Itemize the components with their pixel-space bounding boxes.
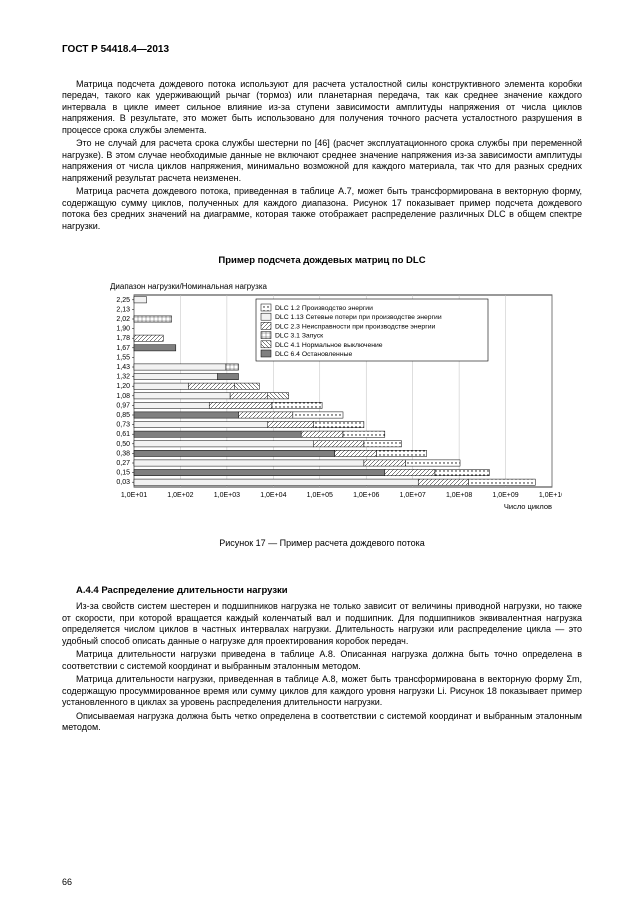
svg-text:1,0E+05: 1,0E+05 [307, 492, 333, 499]
para: Матрица подсчета дождевого потока исполь… [62, 79, 582, 137]
svg-text:0,97: 0,97 [116, 402, 130, 409]
svg-text:1,0E+09: 1,0E+09 [492, 492, 518, 499]
svg-text:1,55: 1,55 [116, 354, 130, 361]
svg-text:DLC 3.1 Запуск: DLC 3.1 Запуск [275, 332, 323, 339]
svg-text:DLC 1.13 Сетевые потери при пр: DLC 1.13 Сетевые потери при производстве… [275, 314, 442, 321]
svg-text:2,02: 2,02 [116, 316, 130, 323]
svg-text:1,43: 1,43 [116, 364, 130, 371]
svg-text:1,0E+06: 1,0E+06 [353, 492, 379, 499]
para: Описываемая нагрузка должна быть четко о… [62, 711, 582, 734]
svg-text:1,20: 1,20 [116, 383, 130, 390]
figure-caption: Рисунок 17 — Пример расчета дождевого по… [62, 538, 582, 550]
para: Это не случай для расчета срока службы ш… [62, 138, 582, 184]
bar-chart: Диапазон нагрузки/Номинальная нагрузка 1,… [82, 277, 562, 522]
svg-text:1,0E+08: 1,0E+08 [446, 492, 472, 499]
svg-text:0,50: 0,50 [116, 440, 130, 447]
svg-text:1,0E+02: 1,0E+02 [167, 492, 193, 499]
svg-text:DLC 1.2 Производство энергии: DLC 1.2 Производство энергии [275, 305, 373, 312]
svg-text:0,73: 0,73 [116, 421, 130, 428]
svg-text:1,78: 1,78 [116, 335, 130, 342]
svg-text:DLC 2.3 Неисправности при прои: DLC 2.3 Неисправности при производстве э… [275, 323, 435, 330]
svg-text:1,67: 1,67 [116, 344, 130, 351]
svg-text:Диапазон нагрузки/Номинальная: Диапазон нагрузки/Номинальная нагрузка [110, 282, 268, 291]
svg-text:0,38: 0,38 [116, 450, 130, 457]
svg-text:0,61: 0,61 [116, 431, 130, 438]
svg-text:0,15: 0,15 [116, 469, 130, 476]
para: Из-за свойств систем шестерен и подшипни… [62, 601, 582, 647]
svg-text:2,13: 2,13 [116, 306, 130, 313]
svg-text:1,0E+07: 1,0E+07 [400, 492, 426, 499]
chart-title: Пример подсчета дождевых матриц по DLC [62, 255, 582, 267]
svg-text:Число циклов: Число циклов [504, 502, 552, 511]
section-heading: А.4.4 Распределение длительности нагрузк… [62, 585, 582, 597]
svg-text:0,27: 0,27 [116, 460, 130, 467]
page-number: 66 [62, 877, 72, 889]
svg-text:0,03: 0,03 [116, 479, 130, 486]
svg-text:DLC 4.1 Нормальное выключение: DLC 4.1 Нормальное выключение [275, 341, 383, 348]
svg-text:1,0E+04: 1,0E+04 [260, 492, 286, 499]
svg-text:1,32: 1,32 [116, 373, 130, 380]
svg-text:0,85: 0,85 [116, 412, 130, 419]
svg-text:1,90: 1,90 [116, 325, 130, 332]
para: Матрица длительности нагрузки, приведенн… [62, 674, 582, 709]
para: Матрица расчета дождевого потока, привед… [62, 186, 582, 232]
svg-text:1,08: 1,08 [116, 392, 130, 399]
svg-text:2,25: 2,25 [116, 296, 130, 303]
svg-text:1,0E+03: 1,0E+03 [214, 492, 240, 499]
doc-header: ГОСТ Р 54418.4—2013 [62, 44, 582, 57]
svg-text:DLC 6.4 Остановленные: DLC 6.4 Остановленные [275, 351, 352, 358]
para: Матрица длительности нагрузки приведена … [62, 649, 582, 672]
svg-text:1,0E+10: 1,0E+10 [539, 492, 562, 499]
svg-text:1,0E+01: 1,0E+01 [121, 492, 147, 499]
